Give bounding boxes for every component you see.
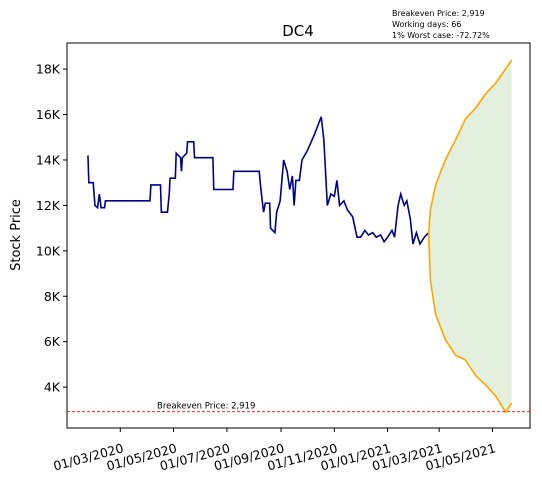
breakeven-label: Breakeven Price: 2,919 <box>157 402 255 412</box>
chart-title: DC4 <box>282 22 314 40</box>
y-axis-label: Stock Price <box>9 199 24 271</box>
y-tick-label: 10K <box>36 243 61 258</box>
plot-frame <box>66 42 531 429</box>
y-tick-label: 14K <box>36 152 61 167</box>
history-line <box>87 116 430 246</box>
forecast-band <box>428 60 512 413</box>
y-tick-label: 8K <box>44 289 61 304</box>
annotation: Breakeven Price: 2,919 <box>392 9 485 18</box>
forecast-upper-line <box>427 59 513 233</box>
y-tick-label: 12K <box>36 198 61 213</box>
forecast-lower-line <box>427 232 513 414</box>
y-tick-label: 16K <box>36 107 61 122</box>
y-tick-label: 6K <box>44 334 61 349</box>
annotation: 1% Worst case: -72.72% <box>392 31 490 40</box>
y-tick-label: 18K <box>36 62 61 77</box>
annotation: Working days: 66 <box>392 20 461 29</box>
y-tick-label: 4K <box>44 380 61 395</box>
